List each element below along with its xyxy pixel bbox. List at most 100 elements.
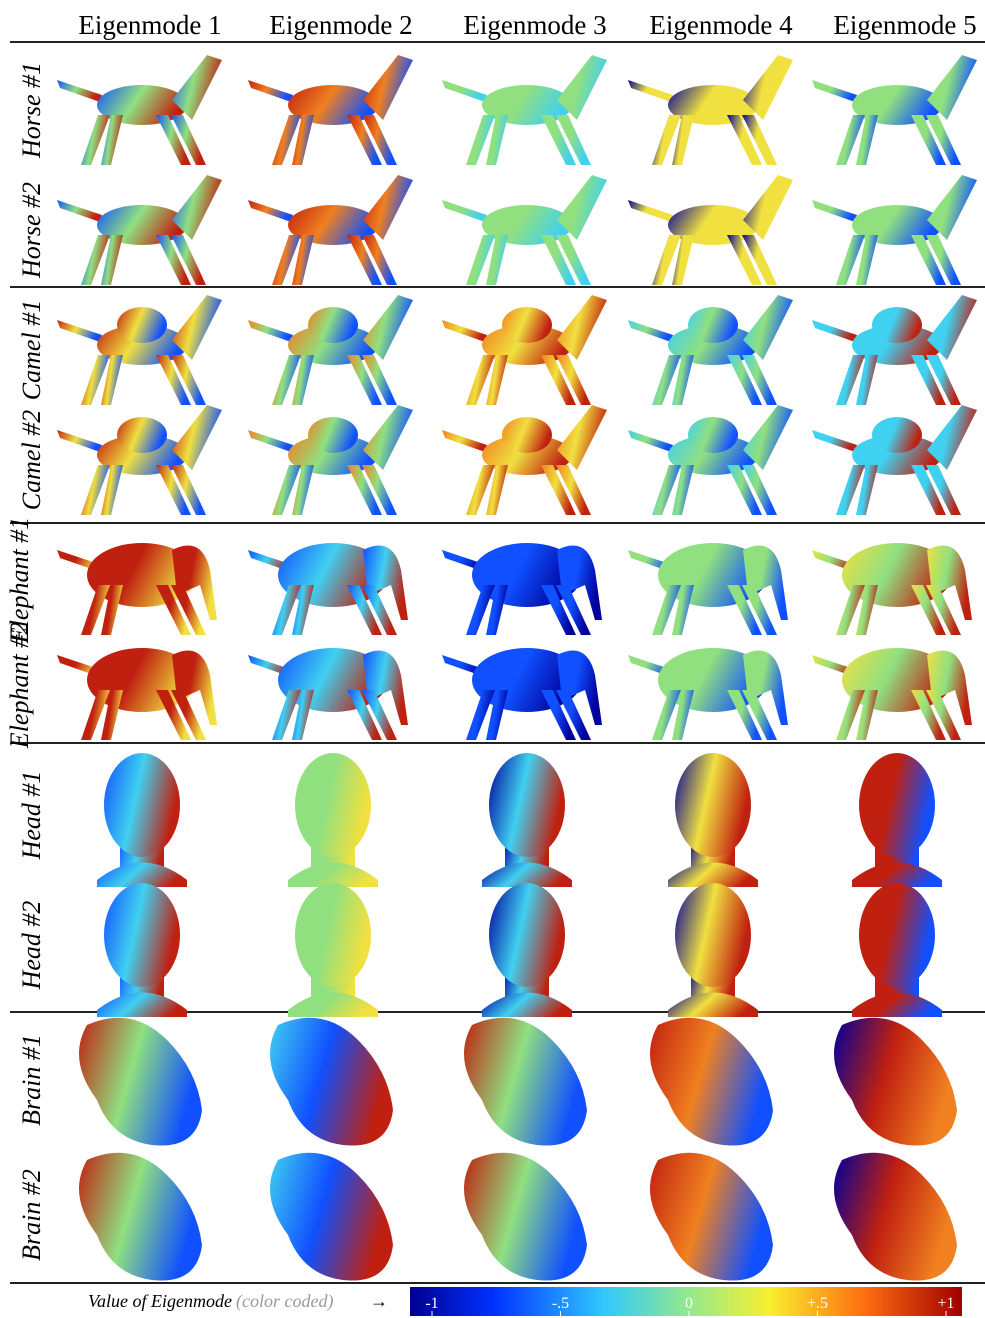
neck <box>927 295 977 360</box>
mesh-head <box>288 753 378 887</box>
leg <box>347 235 382 285</box>
leg <box>541 690 576 740</box>
leg <box>272 690 301 740</box>
leg <box>727 585 762 635</box>
mesh-head <box>97 883 187 1017</box>
leg <box>556 115 591 165</box>
head <box>675 883 751 987</box>
leg <box>486 585 508 635</box>
neck <box>743 295 793 360</box>
leg <box>742 585 777 635</box>
leg <box>292 465 314 515</box>
leg <box>171 585 206 635</box>
hump <box>502 417 552 453</box>
leg <box>856 115 878 165</box>
row-label: Camel #1 <box>17 300 46 400</box>
mesh-camel <box>812 295 977 405</box>
mesh-camel <box>248 405 413 515</box>
leg <box>486 235 508 285</box>
mesh-head <box>668 753 758 887</box>
mesh-elephant <box>442 543 602 635</box>
mesh-head <box>668 883 758 1017</box>
colorbar-tick-label: +.5 <box>807 1295 828 1312</box>
neck <box>557 650 602 725</box>
mesh-horse <box>57 175 222 285</box>
leg <box>81 115 110 165</box>
leg <box>292 585 314 635</box>
mesh-camel <box>248 295 413 405</box>
shoulders <box>288 992 378 1017</box>
leg <box>911 585 946 635</box>
head <box>859 753 935 857</box>
mesh-brain <box>79 1017 202 1146</box>
mesh-elephant <box>57 648 217 740</box>
leg <box>486 465 508 515</box>
row-label: Horse #1 <box>17 62 46 159</box>
shoulders <box>852 862 942 887</box>
mesh-brain <box>834 1152 957 1281</box>
leg <box>541 115 576 165</box>
leg <box>652 690 681 740</box>
leg <box>362 235 397 285</box>
shoulders <box>668 992 758 1017</box>
brain <box>464 1152 587 1281</box>
mesh-horse <box>442 55 607 165</box>
row-label: Elephant #1 <box>5 517 34 644</box>
neck <box>172 295 222 360</box>
leg <box>911 690 946 740</box>
leg <box>156 585 191 635</box>
leg <box>171 355 206 405</box>
leg <box>911 115 946 165</box>
leg <box>652 585 681 635</box>
leg <box>911 235 946 285</box>
tail <box>442 80 487 102</box>
column-header: Eigenmode 1 <box>78 10 221 40</box>
leg <box>836 355 865 405</box>
leg <box>926 115 961 165</box>
hump <box>502 307 552 343</box>
leg <box>171 465 206 515</box>
leg <box>466 235 495 285</box>
leg <box>727 115 762 165</box>
leg <box>541 235 576 285</box>
leg <box>466 355 495 405</box>
row-label: Brain #1 <box>17 1034 46 1126</box>
leg <box>101 465 123 515</box>
leg <box>272 235 301 285</box>
mesh-brain <box>834 1017 957 1146</box>
mesh-brain <box>464 1152 587 1281</box>
leg <box>541 585 576 635</box>
mesh-brain <box>650 1017 773 1146</box>
leg <box>101 355 123 405</box>
mesh-horse <box>57 55 222 165</box>
colorbar-tick-label: -.5 <box>552 1295 569 1312</box>
leg <box>362 585 397 635</box>
mesh-camel <box>57 295 222 405</box>
head <box>295 753 371 857</box>
mesh-elephant <box>812 648 972 740</box>
hump <box>872 307 922 343</box>
leg <box>101 690 123 740</box>
leg <box>672 465 694 515</box>
mesh-brain <box>650 1152 773 1281</box>
neck <box>172 55 222 120</box>
leg <box>727 465 762 515</box>
mesh-head <box>482 753 572 887</box>
shoulders <box>97 992 187 1017</box>
colorbar-tick-label: 0 <box>685 1295 693 1312</box>
leg <box>672 690 694 740</box>
tail <box>57 80 102 102</box>
leg <box>347 690 382 740</box>
neck <box>557 175 607 240</box>
neck <box>557 55 607 120</box>
tail <box>812 320 857 342</box>
column-header: Eigenmode 3 <box>463 10 606 40</box>
leg <box>486 115 508 165</box>
tail <box>57 320 102 342</box>
leg <box>556 585 591 635</box>
hump <box>308 417 358 453</box>
mesh-horse <box>628 55 793 165</box>
leg <box>466 115 495 165</box>
leg <box>466 585 495 635</box>
mesh-head <box>852 883 942 1017</box>
